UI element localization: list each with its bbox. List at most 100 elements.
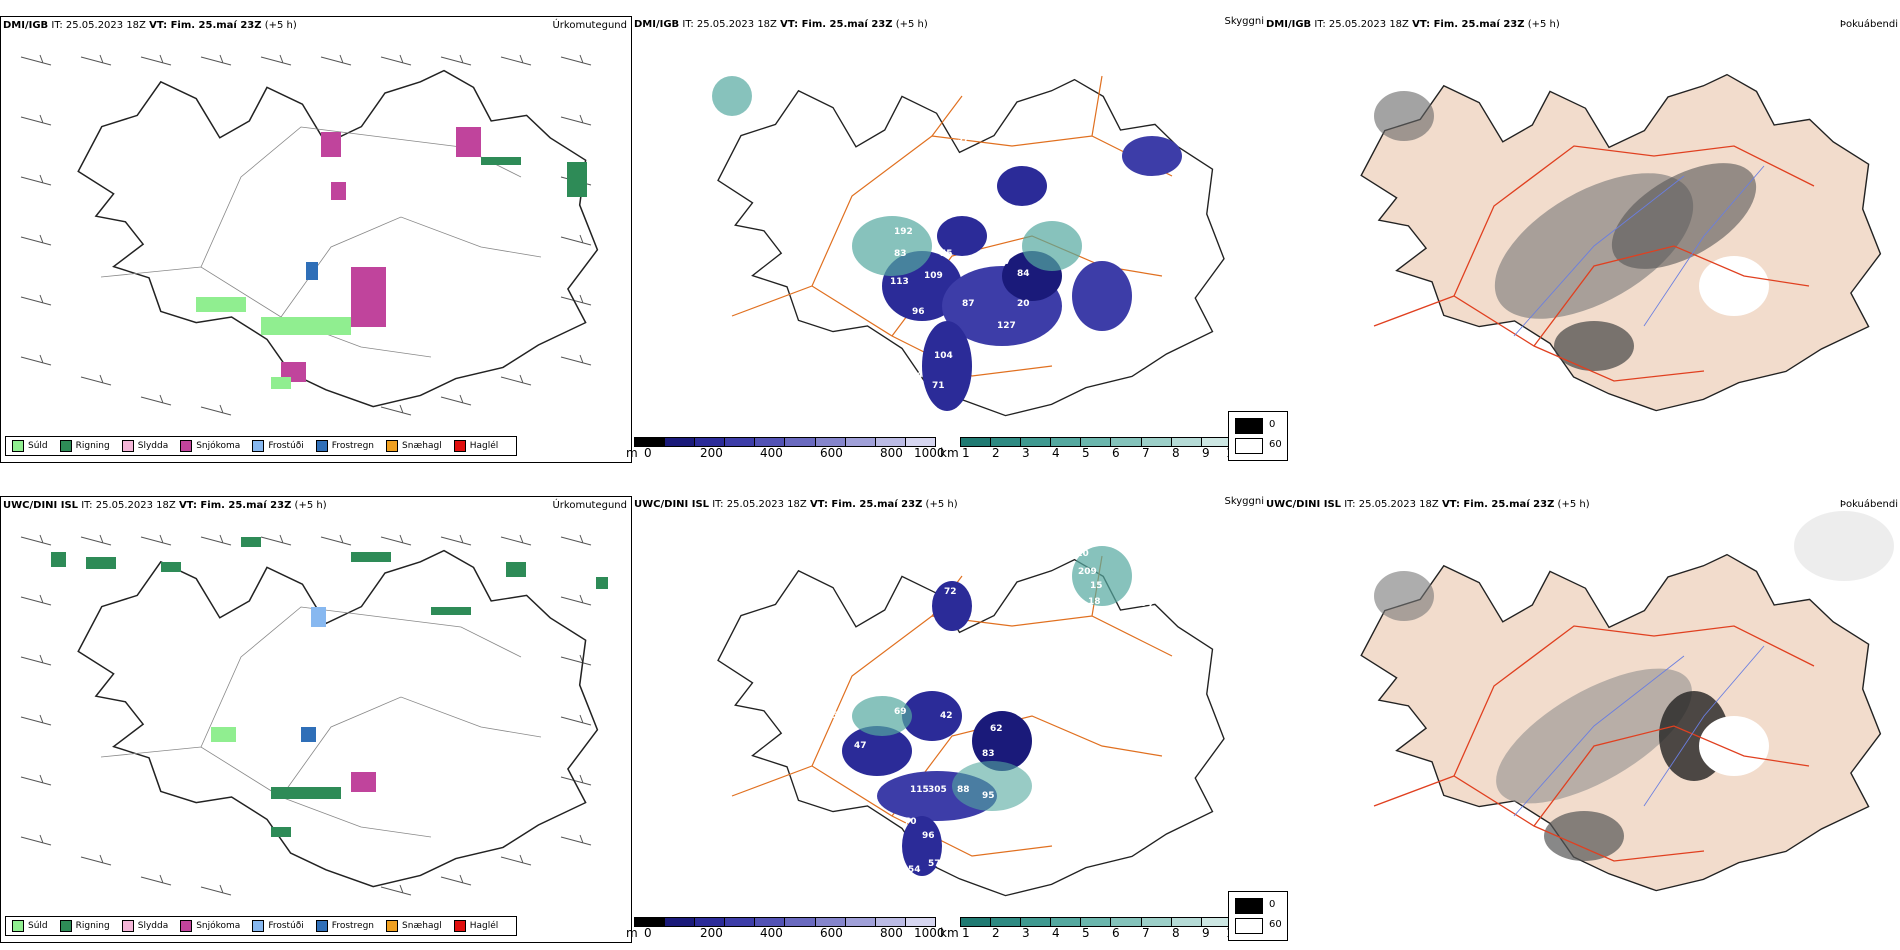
cloud-label: 70 xyxy=(1062,327,1075,337)
legend-swatch xyxy=(315,440,328,452)
rivers xyxy=(1513,645,1765,817)
field-title: Úrkomutegund xyxy=(552,500,627,511)
field-title: Úrkomutegund xyxy=(552,20,627,31)
precip-cells xyxy=(196,127,587,389)
colorbar-tick: 400 xyxy=(760,446,783,460)
cloud-label: 96 xyxy=(922,831,935,841)
colorbar-tick: 9 xyxy=(1202,446,1210,460)
map-dmi-cloud: 68 97 166 82 55 192 83 107 84 82 113 109 72 96 87 20… xyxy=(712,75,1225,417)
cloud-label: 305 xyxy=(928,785,947,795)
colorbar-tick: 600 xyxy=(820,926,843,940)
legend-swatch xyxy=(59,920,72,932)
cloud-label: 72 xyxy=(864,294,877,304)
cloud-label: 96 xyxy=(912,307,925,317)
colorbar-visibility: km 12345678910 xyxy=(940,437,1262,460)
cloud-label: 95 xyxy=(982,791,995,801)
colorbar-cloud-base: m 0 200 400 600 800 1000 xyxy=(626,917,945,940)
precip-cells xyxy=(51,537,608,837)
panel-header: DMI/IGB IT: 25.05.2023 18Z VT: Fim. 25.m… xyxy=(1266,19,1560,30)
colorbar-unit: m xyxy=(626,926,638,940)
rivers xyxy=(1513,165,1765,337)
legend-swatch xyxy=(180,920,193,932)
cloud-label: 56 xyxy=(832,711,845,721)
cloud-label: 84 xyxy=(910,371,923,381)
road-network xyxy=(1373,625,1815,862)
wind-barbs xyxy=(20,54,592,416)
cloud-label: 87 xyxy=(962,299,975,309)
panel-header: DMI/IGB IT: 25.05.2023 18Z VT: Fim. 25.m… xyxy=(634,19,928,30)
colorbar-tick: 9 xyxy=(1202,926,1210,940)
legend-swatch xyxy=(59,440,72,452)
field-title: Skyggni xyxy=(1224,496,1264,507)
fog-legend: 0 60 xyxy=(1228,411,1288,461)
panel-uwc-precip-type: UWC/DINI ISL IT: 25.05.2023 18Z VT: Fim.… xyxy=(0,496,632,943)
legend-swatch xyxy=(315,920,328,932)
fog-legend-label: 0 xyxy=(1269,419,1276,430)
colorbar-tick: 600 xyxy=(820,446,843,460)
colorbar-tick: 3 xyxy=(1022,446,1030,460)
colorbar-tick: 4 xyxy=(1052,446,1060,460)
colorbar-tick: 2 xyxy=(992,926,1000,940)
colorbar-tick: 800 xyxy=(880,926,903,940)
cloud-label: 78 xyxy=(910,385,923,395)
road-network xyxy=(100,606,542,838)
panel-header: UWC/DINI ISL IT: 25.05.2023 18Z VT: Fim.… xyxy=(3,500,327,511)
road-network xyxy=(1373,145,1815,382)
colorbar-tick: 7 xyxy=(1142,446,1150,460)
legend-swatch xyxy=(252,440,265,452)
cloud-label: 83 xyxy=(894,249,907,259)
cloud-label: 83 xyxy=(982,749,995,759)
colorbar-tick: 5 xyxy=(1082,926,1090,940)
panel-uwc-fog: UWC/DINI ISL IT: 25.05.2023 18Z VT: Fim.… xyxy=(1228,496,1900,943)
colorbar-tick: 800 xyxy=(880,446,903,460)
field-title: Þokuábendi xyxy=(1839,19,1898,30)
cloud-label: 104 xyxy=(934,351,953,361)
panel-header: UWC/DINI ISL IT: 25.05.2023 18Z VT: Fim.… xyxy=(634,499,958,510)
cloud-value-labels: 210 209 15 18 64 72 120 37 42 69 62 56 47 83 115 305… xyxy=(832,549,1153,875)
colorbar-unit: km xyxy=(940,926,959,940)
colorbar-tick: 1 xyxy=(962,446,970,460)
cloud-label: 37 xyxy=(894,689,907,699)
cloud-label: 107 xyxy=(992,257,1011,267)
panel-header: DMI/IGB IT: 25.05.2023 18Z VT: Fim. 25.m… xyxy=(3,20,297,31)
cloud-label: 166 xyxy=(1087,144,1106,154)
colorbar-tick: 0 xyxy=(644,446,652,460)
cloud-label: 113 xyxy=(890,277,909,287)
legend-swatch xyxy=(386,920,399,932)
fog-areas xyxy=(1374,511,1894,861)
cloud-label: 192 xyxy=(894,227,913,237)
cloud-label: 70 xyxy=(904,817,917,827)
cloud-label: 68 xyxy=(782,87,795,97)
cloud-label: 42 xyxy=(940,711,953,721)
cloud-label: 64 xyxy=(1140,599,1153,609)
colorbar-tick: 2 xyxy=(992,446,1000,460)
cloud-label: 20 xyxy=(1017,299,1030,309)
legend-swatch xyxy=(121,440,134,452)
legend-swatch xyxy=(252,920,265,932)
map-uwc-fog xyxy=(1360,511,1894,892)
colorbar-visibility: km 12345678910 xyxy=(940,917,1262,940)
cloud-label: 15 xyxy=(1090,581,1103,591)
legend-swatch xyxy=(12,440,24,452)
cloud-label: 91 xyxy=(907,349,920,359)
colorbar-tick: 1000 xyxy=(914,446,945,460)
cloud-label: 115 xyxy=(910,785,929,795)
legend-swatch xyxy=(12,920,24,932)
colorbar-tick: 1000 xyxy=(914,926,945,940)
colorbar-tick: 1 xyxy=(962,926,970,940)
colorbar-tick: 8 xyxy=(1172,446,1180,460)
cloud-label: 18 xyxy=(1088,597,1101,607)
cloud-label: 210 xyxy=(1070,549,1089,559)
colorbar-tick: 7 xyxy=(1142,926,1150,940)
colorbar-cloud-base: m 0 200 400 600 800 1000 xyxy=(626,437,945,460)
colorbar-tick: 4 xyxy=(1052,926,1060,940)
cloud-label: 69 xyxy=(894,707,907,717)
cloud-label: 120 xyxy=(950,637,969,647)
panel-uwc-cloud: 210 209 15 18 64 72 120 37 42 69 62 56 47 83 115 305… xyxy=(626,496,1264,943)
cloud-label: 127 xyxy=(997,321,1016,331)
colorbar-tick: 6 xyxy=(1112,926,1120,940)
cloud-label: 71 xyxy=(932,381,945,391)
panel-dmi-precip-type: DMI/IGB IT: 25.05.2023 18Z VT: Fim. 25.m… xyxy=(0,16,632,463)
map-uwc-precip xyxy=(20,534,608,896)
panel-dmi-cloud: 68 97 166 82 55 192 83 107 84 82 113 109 72 96 87 20… xyxy=(626,16,1264,463)
